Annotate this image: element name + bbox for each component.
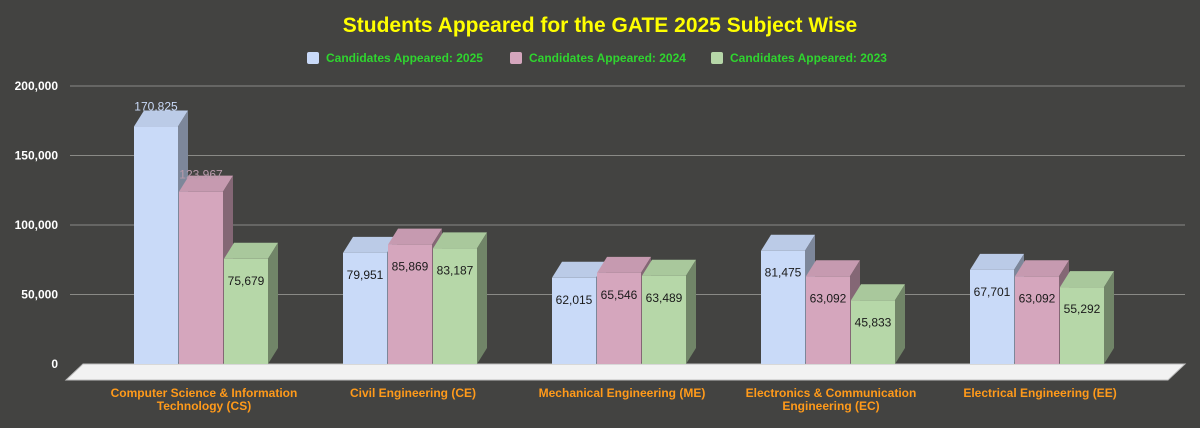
x-tick-label-civil-engineering-ce: Civil Engineering (CE) bbox=[350, 386, 476, 400]
bar-mechanical-engineering-me-3: 63,489 bbox=[642, 259, 696, 364]
bar-front bbox=[597, 272, 641, 364]
legend-swatch-2 bbox=[510, 52, 522, 64]
data-label: 79,951 bbox=[347, 268, 384, 282]
bar-top bbox=[806, 260, 860, 277]
legend-swatch-3 bbox=[711, 52, 723, 64]
bar-front bbox=[343, 252, 387, 364]
bar-front bbox=[806, 276, 850, 364]
bar-top bbox=[851, 284, 905, 301]
bar-side bbox=[477, 232, 487, 364]
bar-top bbox=[433, 232, 487, 249]
bar-side bbox=[1104, 271, 1114, 364]
x-tick-label-electrical-engineering-ee: Electrical Engineering (EE) bbox=[963, 386, 1116, 400]
data-label: 75,679 bbox=[228, 274, 265, 288]
data-label: 67,701 bbox=[974, 285, 1011, 299]
bars: 170,825 123,967 75,679 79,951 85,869 83,187 62… bbox=[134, 100, 1114, 364]
floor-plane bbox=[64, 363, 1187, 381]
y-tick-label-3: 150,000 bbox=[15, 149, 59, 163]
chart-floor bbox=[64, 363, 1187, 381]
bar-front bbox=[224, 258, 268, 364]
x-tick-label-mechanical-engineering-me: Mechanical Engineering (ME) bbox=[539, 386, 706, 400]
bar-front bbox=[388, 244, 432, 364]
bar-top bbox=[970, 253, 1024, 270]
legend-label-1: Candidates Appeared: 2025 bbox=[326, 51, 483, 65]
data-label: 62,015 bbox=[556, 293, 593, 307]
bar-top bbox=[642, 259, 696, 276]
x-tick-label-computer-science-information-technology-cs: Computer Science & Information Technology… bbox=[111, 386, 298, 413]
bar-electronics-communication-engineering-ec-1: 81,475 bbox=[761, 234, 815, 364]
bar-top bbox=[597, 256, 651, 273]
data-label: 85,869 bbox=[392, 260, 429, 274]
bar-front bbox=[552, 277, 596, 364]
data-label: 63,489 bbox=[646, 291, 683, 305]
bar-electronics-communication-engineering-ec-3: 45,833 bbox=[851, 284, 905, 364]
chart-title: Students Appeared for the GATE 2025 Subj… bbox=[343, 14, 857, 37]
data-label: 63,092 bbox=[1019, 291, 1056, 305]
bar-top bbox=[179, 175, 233, 192]
bar-computer-science-information-technology-cs-3: 75,679 bbox=[224, 242, 278, 364]
bar-front bbox=[1015, 276, 1059, 364]
bar-front bbox=[970, 269, 1014, 364]
data-label: 63,092 bbox=[810, 291, 847, 305]
bar-front bbox=[851, 300, 895, 364]
bar-front bbox=[179, 191, 223, 364]
y-tick-label-2: 100,000 bbox=[15, 218, 59, 232]
data-label: 65,546 bbox=[601, 288, 638, 302]
x-tick-label-electronics-communication-engineering-ec: Electronics & Communication Engineering (… bbox=[746, 386, 917, 413]
bar-front bbox=[1060, 287, 1104, 364]
bar-top bbox=[1015, 260, 1069, 277]
bar-front bbox=[642, 275, 686, 364]
legend-swatch-1 bbox=[307, 52, 319, 64]
bar-front bbox=[761, 250, 805, 364]
bar-side bbox=[268, 242, 278, 364]
bar-electrical-engineering-ee-3: 55,292 bbox=[1060, 271, 1114, 364]
legend-label-3: Candidates Appeared: 2023 bbox=[730, 51, 887, 65]
y-tick-label-1: 50,000 bbox=[21, 288, 58, 302]
y-tick-label-0: 0 bbox=[51, 357, 58, 371]
legend: Candidates Appeared: 2025 Candidates Appe… bbox=[307, 51, 887, 65]
bar-top bbox=[134, 110, 188, 127]
bar-civil-engineering-ce-3: 83,187 bbox=[433, 232, 487, 364]
data-label: 55,292 bbox=[1064, 302, 1101, 316]
legend-label-2: Candidates Appeared: 2024 bbox=[529, 51, 686, 65]
bar-top bbox=[1060, 271, 1114, 288]
bar-side bbox=[686, 259, 696, 364]
data-label: 81,475 bbox=[765, 266, 802, 280]
y-axis: 0 50,000 100,000 150,000 200,000 bbox=[15, 79, 59, 371]
x-axis: Computer Science & Information Technology… bbox=[111, 386, 1117, 413]
bar-front bbox=[134, 126, 178, 364]
y-tick-label-4: 200,000 bbox=[15, 79, 59, 93]
bar-top bbox=[224, 242, 278, 259]
bar-top bbox=[343, 236, 397, 253]
bar-front bbox=[433, 248, 477, 364]
data-label: 123,967 bbox=[179, 168, 223, 182]
data-label: 45,833 bbox=[855, 315, 892, 329]
data-label: 170,825 bbox=[134, 100, 178, 114]
bar-top bbox=[552, 261, 606, 278]
bar-top bbox=[388, 228, 442, 245]
data-label: 83,187 bbox=[437, 263, 474, 277]
bar-top bbox=[761, 234, 815, 251]
bar-side bbox=[895, 284, 905, 364]
